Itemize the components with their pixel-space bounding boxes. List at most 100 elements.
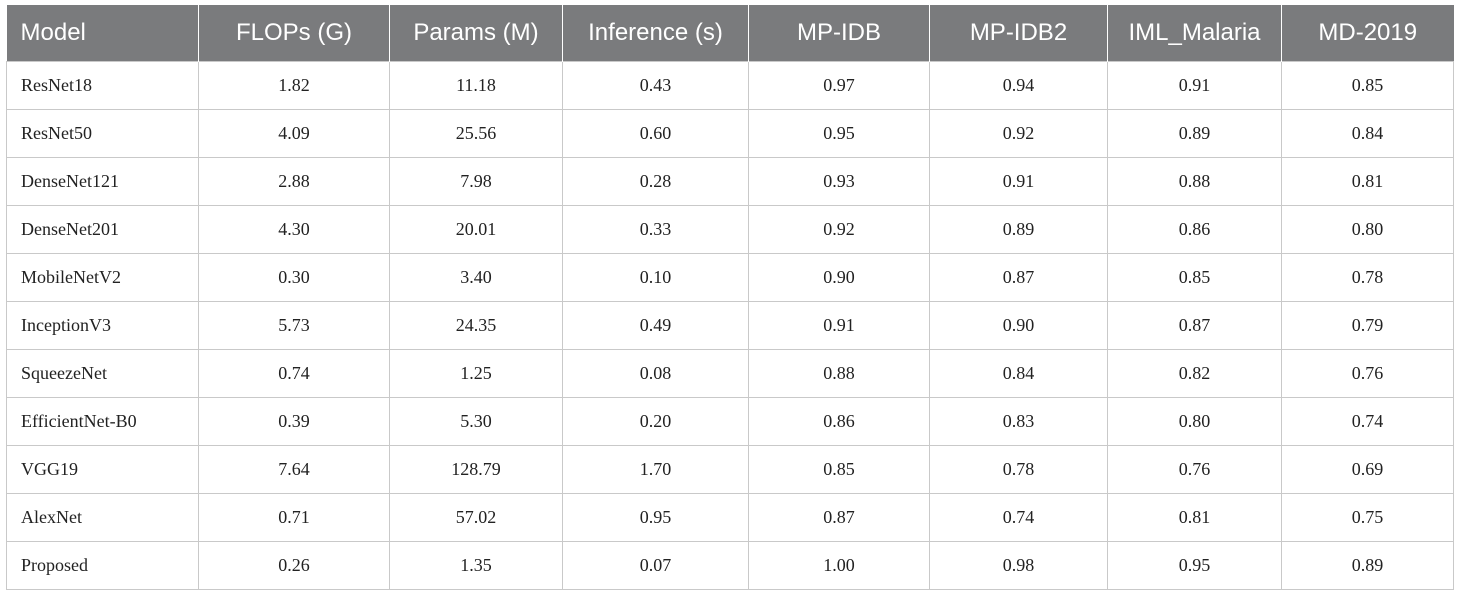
header-cell-iml-malaria: IML_Malaria [1107, 5, 1282, 62]
cell-md-2019: 0.74 [1281, 397, 1454, 446]
cell-md-2019: 0.69 [1281, 445, 1454, 494]
header-cell-model: Model [6, 5, 199, 62]
model-comparison-table: Model FLOPs (G) Params (M) Inference (s)… [6, 5, 1454, 590]
cell-md-2019: 0.78 [1281, 253, 1454, 302]
cell-mp-idb2: 0.83 [929, 397, 1108, 446]
cell-mp-idb2: 0.84 [929, 349, 1108, 398]
cell-md-2019: 0.79 [1281, 301, 1454, 350]
comparison-table-container: Model FLOPs (G) Params (M) Inference (s)… [6, 5, 1454, 590]
cell-mp-idb: 0.88 [748, 349, 930, 398]
table-row: DenseNet121 2.88 7.98 0.28 0.93 0.91 0.88 0.81 [6, 157, 1454, 206]
cell-params: 5.30 [389, 397, 563, 446]
cell-model: DenseNet121 [6, 157, 199, 206]
cell-params: 57.02 [389, 493, 563, 542]
cell-flops: 4.09 [198, 109, 390, 158]
cell-iml-malaria: 0.85 [1107, 253, 1282, 302]
cell-params: 3.40 [389, 253, 563, 302]
header-cell-mp-idb2: MP-IDB2 [929, 5, 1108, 62]
cell-params: 128.79 [389, 445, 563, 494]
cell-md-2019: 0.75 [1281, 493, 1454, 542]
cell-model: ResNet18 [6, 61, 199, 110]
cell-inference: 0.08 [562, 349, 749, 398]
cell-mp-idb: 0.86 [748, 397, 930, 446]
cell-mp-idb: 0.90 [748, 253, 930, 302]
cell-params: 7.98 [389, 157, 563, 206]
table-row: MobileNetV2 0.30 3.40 0.10 0.90 0.87 0.85 0.78 [6, 253, 1454, 302]
table-row: EfficientNet-B0 0.39 5.30 0.20 0.86 0.83 0.80 0… [6, 397, 1454, 446]
table-row: InceptionV3 5.73 24.35 0.49 0.91 0.90 0.87 0.79 [6, 301, 1454, 350]
cell-flops: 0.30 [198, 253, 390, 302]
cell-md-2019: 0.76 [1281, 349, 1454, 398]
cell-inference: 0.95 [562, 493, 749, 542]
cell-params: 24.35 [389, 301, 563, 350]
cell-iml-malaria: 0.86 [1107, 205, 1282, 254]
cell-model: MobileNetV2 [6, 253, 199, 302]
cell-iml-malaria: 0.82 [1107, 349, 1282, 398]
cell-inference: 0.28 [562, 157, 749, 206]
table-row: ResNet18 1.82 11.18 0.43 0.97 0.94 0.91 0.85 [6, 61, 1454, 110]
table-row: ResNet50 4.09 25.56 0.60 0.95 0.92 0.89 0.84 [6, 109, 1454, 158]
header-cell-mp-idb: MP-IDB [748, 5, 930, 62]
cell-inference: 0.07 [562, 541, 749, 590]
cell-mp-idb2: 0.98 [929, 541, 1108, 590]
cell-mp-idb: 0.97 [748, 61, 930, 110]
cell-mp-idb: 1.00 [748, 541, 930, 590]
cell-mp-idb2: 0.87 [929, 253, 1108, 302]
cell-iml-malaria: 0.81 [1107, 493, 1282, 542]
cell-flops: 0.74 [198, 349, 390, 398]
cell-mp-idb2: 0.92 [929, 109, 1108, 158]
cell-model: AlexNet [6, 493, 199, 542]
cell-iml-malaria: 0.89 [1107, 109, 1282, 158]
cell-md-2019: 0.81 [1281, 157, 1454, 206]
table-row: DenseNet201 4.30 20.01 0.33 0.92 0.89 0.86 0.80 [6, 205, 1454, 254]
cell-inference: 0.33 [562, 205, 749, 254]
cell-flops: 5.73 [198, 301, 390, 350]
header-cell-params: Params (M) [389, 5, 563, 62]
header-cell-flops: FLOPs (G) [198, 5, 390, 62]
cell-mp-idb2: 0.89 [929, 205, 1108, 254]
cell-iml-malaria: 0.91 [1107, 61, 1282, 110]
cell-mp-idb2: 0.94 [929, 61, 1108, 110]
table-row: SqueezeNet 0.74 1.25 0.08 0.88 0.84 0.82 0.76 [6, 349, 1454, 398]
cell-inference: 0.60 [562, 109, 749, 158]
cell-model: EfficientNet-B0 [6, 397, 199, 446]
table-row: VGG19 7.64 128.79 1.70 0.85 0.78 0.76 0.69 [6, 445, 1454, 494]
cell-inference: 0.43 [562, 61, 749, 110]
cell-iml-malaria: 0.88 [1107, 157, 1282, 206]
cell-model: SqueezeNet [6, 349, 199, 398]
cell-inference: 1.70 [562, 445, 749, 494]
cell-params: 1.35 [389, 541, 563, 590]
cell-md-2019: 0.80 [1281, 205, 1454, 254]
cell-params: 20.01 [389, 205, 563, 254]
cell-md-2019: 0.85 [1281, 61, 1454, 110]
cell-iml-malaria: 0.76 [1107, 445, 1282, 494]
cell-mp-idb: 0.95 [748, 109, 930, 158]
cell-inference: 0.49 [562, 301, 749, 350]
cell-mp-idb2: 0.90 [929, 301, 1108, 350]
cell-model: VGG19 [6, 445, 199, 494]
cell-params: 25.56 [389, 109, 563, 158]
cell-model: Proposed [6, 541, 199, 590]
cell-mp-idb: 0.92 [748, 205, 930, 254]
cell-params: 1.25 [389, 349, 563, 398]
cell-flops: 2.88 [198, 157, 390, 206]
table-row: AlexNet 0.71 57.02 0.95 0.87 0.74 0.81 0.75 [6, 493, 1454, 542]
cell-mp-idb: 0.85 [748, 445, 930, 494]
cell-model: ResNet50 [6, 109, 199, 158]
cell-md-2019: 0.89 [1281, 541, 1454, 590]
cell-mp-idb: 0.91 [748, 301, 930, 350]
header-cell-md-2019: MD-2019 [1281, 5, 1454, 62]
cell-iml-malaria: 0.87 [1107, 301, 1282, 350]
cell-model: DenseNet201 [6, 205, 199, 254]
cell-inference: 0.20 [562, 397, 749, 446]
cell-flops: 0.39 [198, 397, 390, 446]
header-cell-inference: Inference (s) [562, 5, 749, 62]
cell-flops: 1.82 [198, 61, 390, 110]
cell-mp-idb2: 0.74 [929, 493, 1108, 542]
cell-md-2019: 0.84 [1281, 109, 1454, 158]
cell-params: 11.18 [389, 61, 563, 110]
table-body: ResNet18 1.82 11.18 0.43 0.97 0.94 0.91 0.85 Res… [6, 61, 1454, 590]
cell-flops: 0.71 [198, 493, 390, 542]
cell-iml-malaria: 0.80 [1107, 397, 1282, 446]
table-row: Proposed 0.26 1.35 0.07 1.00 0.98 0.95 0.89 [6, 541, 1454, 590]
